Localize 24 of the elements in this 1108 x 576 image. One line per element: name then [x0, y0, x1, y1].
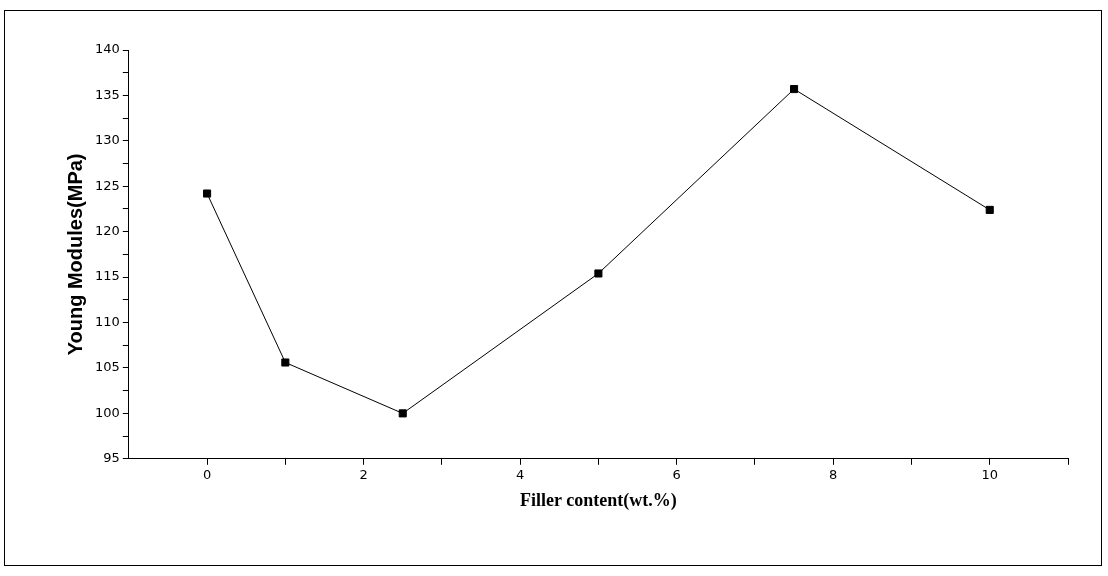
point	[281, 358, 290, 367]
y-tick-label: 95	[103, 450, 120, 466]
point	[790, 85, 799, 94]
x-tick-label: 0	[202, 466, 212, 482]
y-tick-label: 110	[94, 313, 120, 329]
y-tick-label: 100	[94, 404, 120, 420]
y-tick-label: 130	[94, 132, 120, 148]
y-tick-label: 135	[94, 86, 120, 102]
y-axis-title: Young Modules(MPa)	[63, 153, 86, 356]
y-tick-label: 125	[94, 177, 120, 193]
x-tick-label: 2	[359, 466, 368, 482]
point	[985, 205, 994, 214]
x-tick-label: 4	[516, 466, 525, 482]
point	[594, 269, 603, 278]
y-tick-label: 120	[94, 223, 120, 239]
x-tick-label: 6	[672, 466, 681, 482]
point	[203, 189, 212, 198]
point	[398, 409, 407, 418]
x-tick-label: 10	[981, 466, 999, 482]
y-tick-label: 140	[94, 41, 120, 57]
x-axis-title: Filler content(wt.%)	[520, 489, 677, 511]
y-tick-label: 105	[94, 359, 120, 375]
y-tick-label: 115	[94, 268, 120, 284]
x-tick-label: 8	[829, 466, 838, 482]
